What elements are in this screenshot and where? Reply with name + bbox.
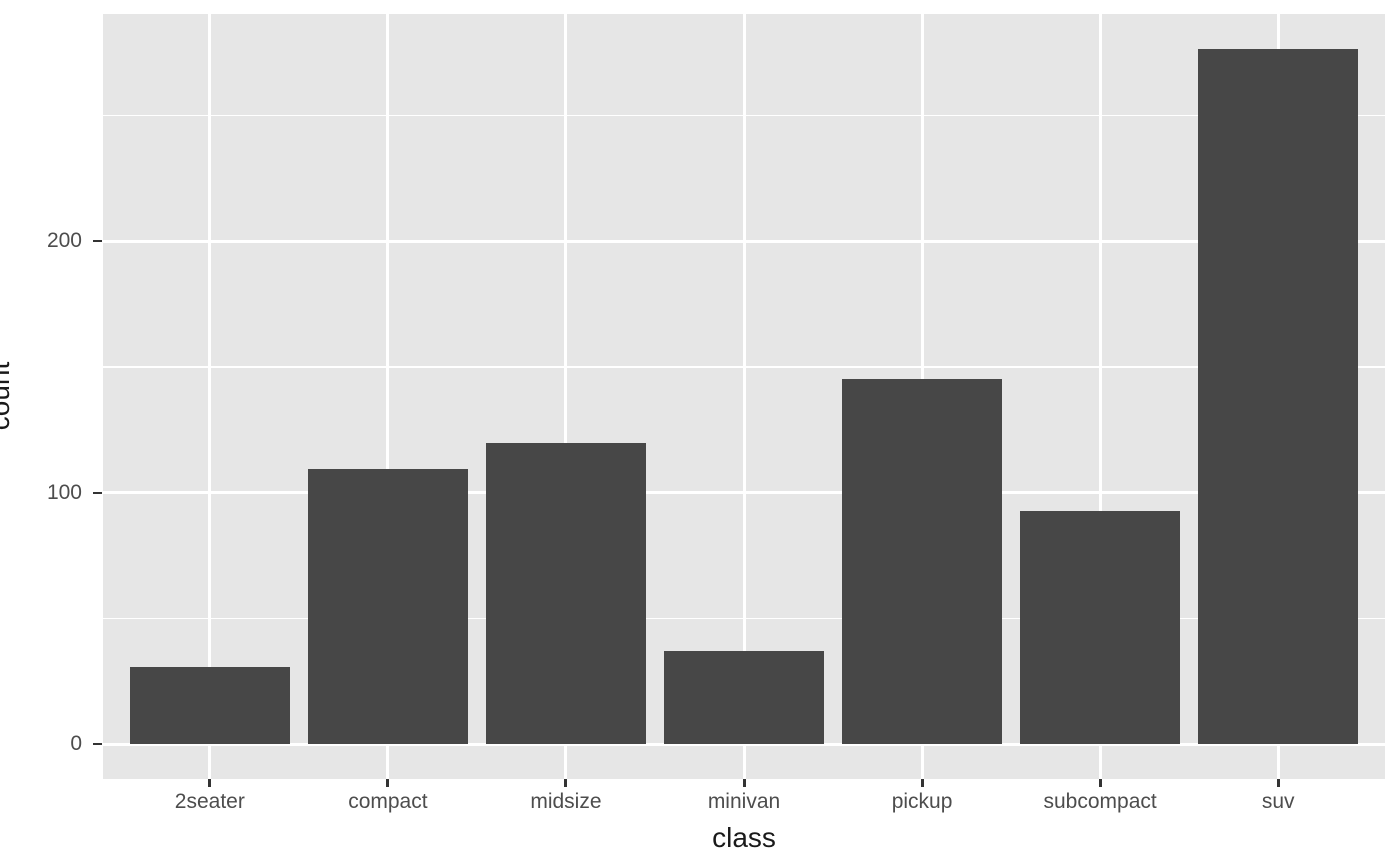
- bar-minivan: [663, 650, 825, 745]
- x-tick-mark-minivan: [742, 779, 746, 787]
- y-tick-label-0: 0: [70, 732, 82, 756]
- bar-subcompact: [1019, 510, 1181, 745]
- h-gridline-minor-50: [103, 617, 1385, 620]
- bar-midsize: [485, 442, 647, 745]
- x-tick-mark-pickup: [920, 779, 924, 787]
- v-gridline-compact: [386, 14, 390, 779]
- bar-suv: [1198, 48, 1359, 745]
- x-tick-label-subcompact: subcompact: [1043, 790, 1157, 813]
- x-axis-title: class: [712, 822, 776, 853]
- bar-2seater: [129, 666, 290, 745]
- v-gridline-midsize: [564, 14, 568, 779]
- x-tick-label-midsize: midsize: [530, 790, 602, 813]
- v-gridline-2seater: [208, 14, 212, 779]
- y-tick-mark-200: [93, 240, 102, 243]
- x-tick-label-minivan: minivan: [707, 790, 781, 813]
- x-tick-mark-subcompact: [1098, 779, 1102, 787]
- v-gridline-minivan: [742, 14, 746, 779]
- y-axis-title: count: [0, 361, 15, 431]
- x-tick-label-compact: compact: [348, 790, 428, 813]
- bar-pickup: [841, 378, 1003, 745]
- h-gridline-major-0: [103, 742, 1385, 746]
- y-tick-label-200: 200: [46, 229, 82, 253]
- x-tick-mark-midsize: [564, 779, 568, 787]
- y-tick-mark-100: [93, 491, 102, 494]
- y-tick-label-100: 100: [46, 480, 82, 504]
- x-tick-label-2seater: 2seater: [174, 790, 245, 813]
- bar-compact: [307, 469, 468, 745]
- x-tick-label-suv: suv: [1261, 790, 1295, 813]
- h-gridline-minor-150: [103, 366, 1385, 368]
- h-gridline-major-200: [103, 239, 1385, 243]
- x-tick-mark-2seater: [208, 779, 212, 787]
- v-gridline-subcompact: [1098, 14, 1102, 779]
- x-tick-label-pickup: pickup: [891, 790, 953, 813]
- x-tick-mark-suv: [1276, 779, 1280, 787]
- h-gridline-minor-250: [103, 114, 1385, 117]
- plot-panel: [103, 14, 1385, 779]
- x-tick-mark-compact: [386, 779, 390, 787]
- h-gridline-major-100: [103, 491, 1385, 495]
- y-tick-mark-0: [93, 743, 102, 746]
